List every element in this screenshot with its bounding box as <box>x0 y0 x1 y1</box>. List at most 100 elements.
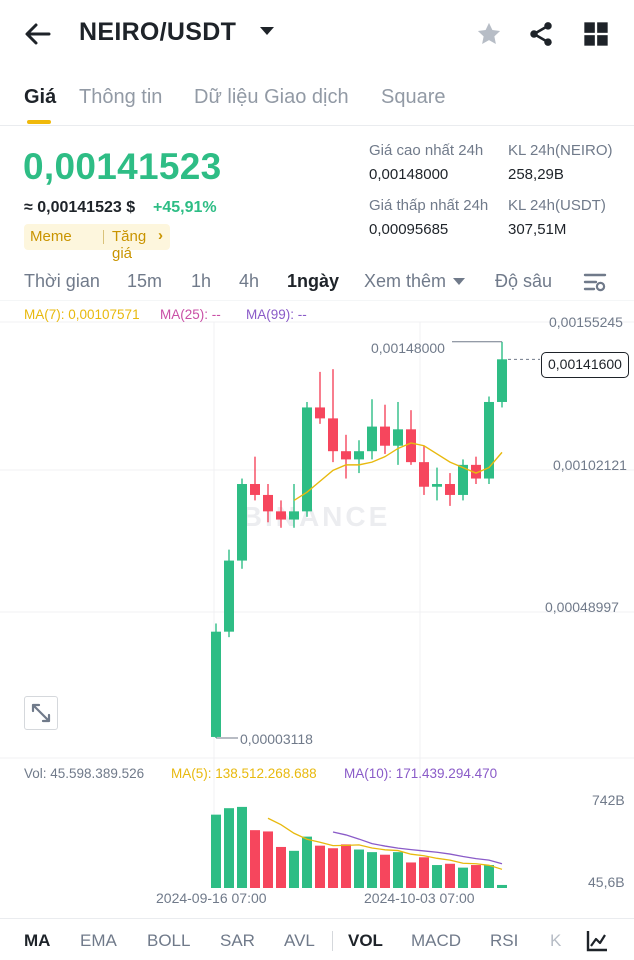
volume-bar <box>289 850 299 888</box>
main-tabs: Giá Thông tin Dữ liệu Giao dịch Square <box>0 80 634 126</box>
indicator-vol[interactable]: VOL <box>348 931 383 950</box>
indicator-bar: MA EMA BOLL SAR AVL VOL MACD RSI K <box>0 918 634 960</box>
tab-info[interactable]: Thông tin <box>79 86 163 108</box>
volume-bar <box>341 844 351 888</box>
indicator-boll[interactable]: BOLL <box>147 931 191 950</box>
low-price-marker: 0,00003118 <box>240 731 313 747</box>
grid-menu-icon[interactable] <box>582 20 610 48</box>
x-axis-date-2: 2024-10-03 07:00 <box>364 890 475 906</box>
y-axis-label-low: 0,00048997 <box>545 599 619 615</box>
app-header: NEIRO/USDT <box>0 0 634 70</box>
volume-bar <box>367 852 377 888</box>
candle-body <box>471 464 481 479</box>
timeframe-time[interactable]: Thời gian <box>24 271 100 291</box>
share-icon[interactable] <box>527 20 555 48</box>
volume-ma10-line <box>332 831 503 865</box>
tag-gainer[interactable]: Tăng giá <box>112 228 147 262</box>
pair-dropdown-icon[interactable] <box>260 27 274 35</box>
chart-settings-icon[interactable] <box>583 271 607 293</box>
trading-pair-title[interactable]: NEIRO/USDT <box>79 18 237 46</box>
volume-bar <box>302 836 312 888</box>
timeframe-1h[interactable]: 1h <box>191 271 212 291</box>
category-tags[interactable]: Meme Tăng giá › <box>24 224 170 262</box>
volume-bar <box>276 846 286 888</box>
indicator-ema[interactable]: EMA <box>80 931 117 950</box>
volume-ma-lines-group <box>267 817 503 870</box>
y-axis-label-mid: 0,00102121 <box>553 457 627 473</box>
candle-body <box>328 418 338 452</box>
candle-body <box>341 451 351 460</box>
back-arrow-icon[interactable] <box>22 18 54 50</box>
chart-canvas[interactable]: BINANCE <box>0 300 634 915</box>
candle-body <box>250 484 260 495</box>
fullscreen-button[interactable] <box>24 696 58 730</box>
volume-bar <box>419 857 429 888</box>
candle-body <box>445 484 455 495</box>
low-24h-label: Giá thấp nhất 24h <box>369 197 489 214</box>
volume-bar <box>237 806 247 888</box>
high-price-marker: 0,00148000 <box>371 340 445 356</box>
chart-grid <box>0 300 634 888</box>
indicator-rsi[interactable]: RSI <box>490 931 519 950</box>
last-price: 0,00141523 <box>23 146 222 187</box>
volume-ma10-legend: MA(10): 171.439.294.470 <box>344 766 498 781</box>
indicator-ma[interactable]: MA <box>24 931 51 950</box>
current-price-tag: 0,00141600 <box>541 352 629 378</box>
tag-meme[interactable]: Meme <box>30 228 72 245</box>
timeframe-bar: Thời gian 15m 1h 4h 1ngày Xem thêm Độ sâ… <box>0 264 634 300</box>
candle-body <box>263 494 273 512</box>
tab-price[interactable]: Giá <box>24 86 57 108</box>
price-chart[interactable]: BINANCE MA(7): 0,00107571 MA(25): -- MA(… <box>0 300 634 915</box>
candle-body <box>432 484 442 487</box>
indicator-kdj[interactable]: K <box>550 931 562 950</box>
timeframe-more[interactable]: Xem thêm <box>364 271 447 291</box>
volume-bar <box>432 865 442 888</box>
expand-icon <box>31 703 51 723</box>
volume-bar <box>380 854 390 888</box>
candles-group <box>211 341 507 738</box>
indicator-avl[interactable]: AVL <box>284 931 315 950</box>
candle-body <box>484 401 494 479</box>
tag-separator <box>103 230 104 244</box>
volume-axis-bottom: 45,6B <box>588 874 625 890</box>
favorite-star-icon[interactable] <box>475 20 503 48</box>
low-24h-value: 0,00095685 <box>369 221 449 238</box>
timeframe-4h[interactable]: 4h <box>239 271 260 291</box>
volume-legend: Vol: 45.598.389.526 <box>24 766 145 781</box>
y-axis-label-top: 0,00155245 <box>549 314 623 330</box>
indicator-settings-icon[interactable] <box>585 929 609 953</box>
high-24h-value: 0,00148000 <box>369 166 449 183</box>
tab-square[interactable]: Square <box>381 86 446 108</box>
candle-body <box>393 429 403 446</box>
depth-tab[interactable]: Độ sâu <box>495 271 553 291</box>
candle-body <box>367 426 377 452</box>
volume-quote-label: KL 24h(USDT) <box>508 197 606 214</box>
ma99-legend: MA(99): -- <box>246 307 307 322</box>
volume-bar <box>328 848 338 888</box>
volume-ma5-legend: MA(5): 138.512.268.688 <box>171 766 317 781</box>
price-markers-group <box>216 341 540 739</box>
indicator-macd[interactable]: MACD <box>411 931 462 950</box>
timeframe-1day[interactable]: 1ngày <box>287 271 340 291</box>
candle-body <box>380 426 390 446</box>
indicator-divider <box>332 931 333 951</box>
tab-trading-data[interactable]: Dữ liệu Giao dịch <box>194 86 349 108</box>
volume-bar <box>484 865 494 888</box>
ma7-line <box>293 442 503 502</box>
more-dropdown-icon[interactable] <box>453 278 465 285</box>
volume-quote-value: 307,51M <box>508 221 567 238</box>
volume-bar <box>211 814 221 888</box>
price-change-24h: +45,91% <box>153 199 217 216</box>
candle-body <box>458 464 468 495</box>
volume-bar <box>250 830 260 888</box>
candle-body <box>419 462 429 487</box>
candle-body <box>315 407 325 419</box>
indicator-sar[interactable]: SAR <box>220 931 255 950</box>
volume-bar <box>406 862 416 888</box>
candle-body <box>354 451 364 460</box>
candle-body <box>497 359 507 402</box>
volume-bar <box>458 867 468 888</box>
timeframe-15m[interactable]: 15m <box>127 271 163 291</box>
volume-axis-top: 742B <box>592 792 625 808</box>
candle-body <box>237 484 247 561</box>
